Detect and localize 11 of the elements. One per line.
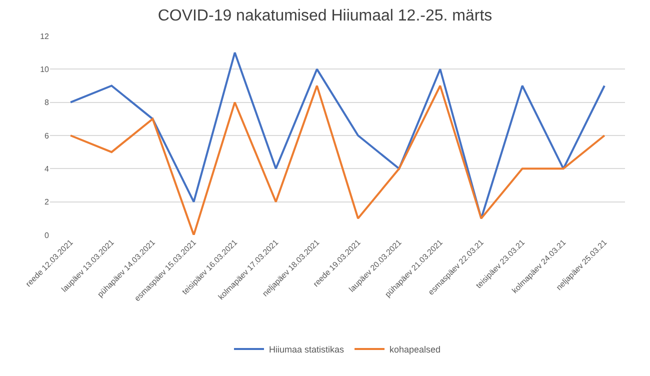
line-series: [70, 84, 606, 235]
y-tick-label: 4: [44, 164, 50, 174]
y-tick-label: 10: [40, 64, 50, 74]
chart-title: COVID-19 nakatumised Hiiumaal 12.-25. märts: [158, 8, 492, 25]
legend-label: kohapealsed: [390, 344, 441, 355]
legend-label: Hiiumaa statistikas: [269, 344, 345, 355]
y-tick-label: 6: [44, 131, 50, 140]
y-tick-label: 8: [44, 98, 50, 108]
y-tick-label: 0: [44, 230, 50, 240]
y-tick-label: 12: [40, 32, 50, 41]
y-tick-label: 2: [44, 198, 50, 207]
